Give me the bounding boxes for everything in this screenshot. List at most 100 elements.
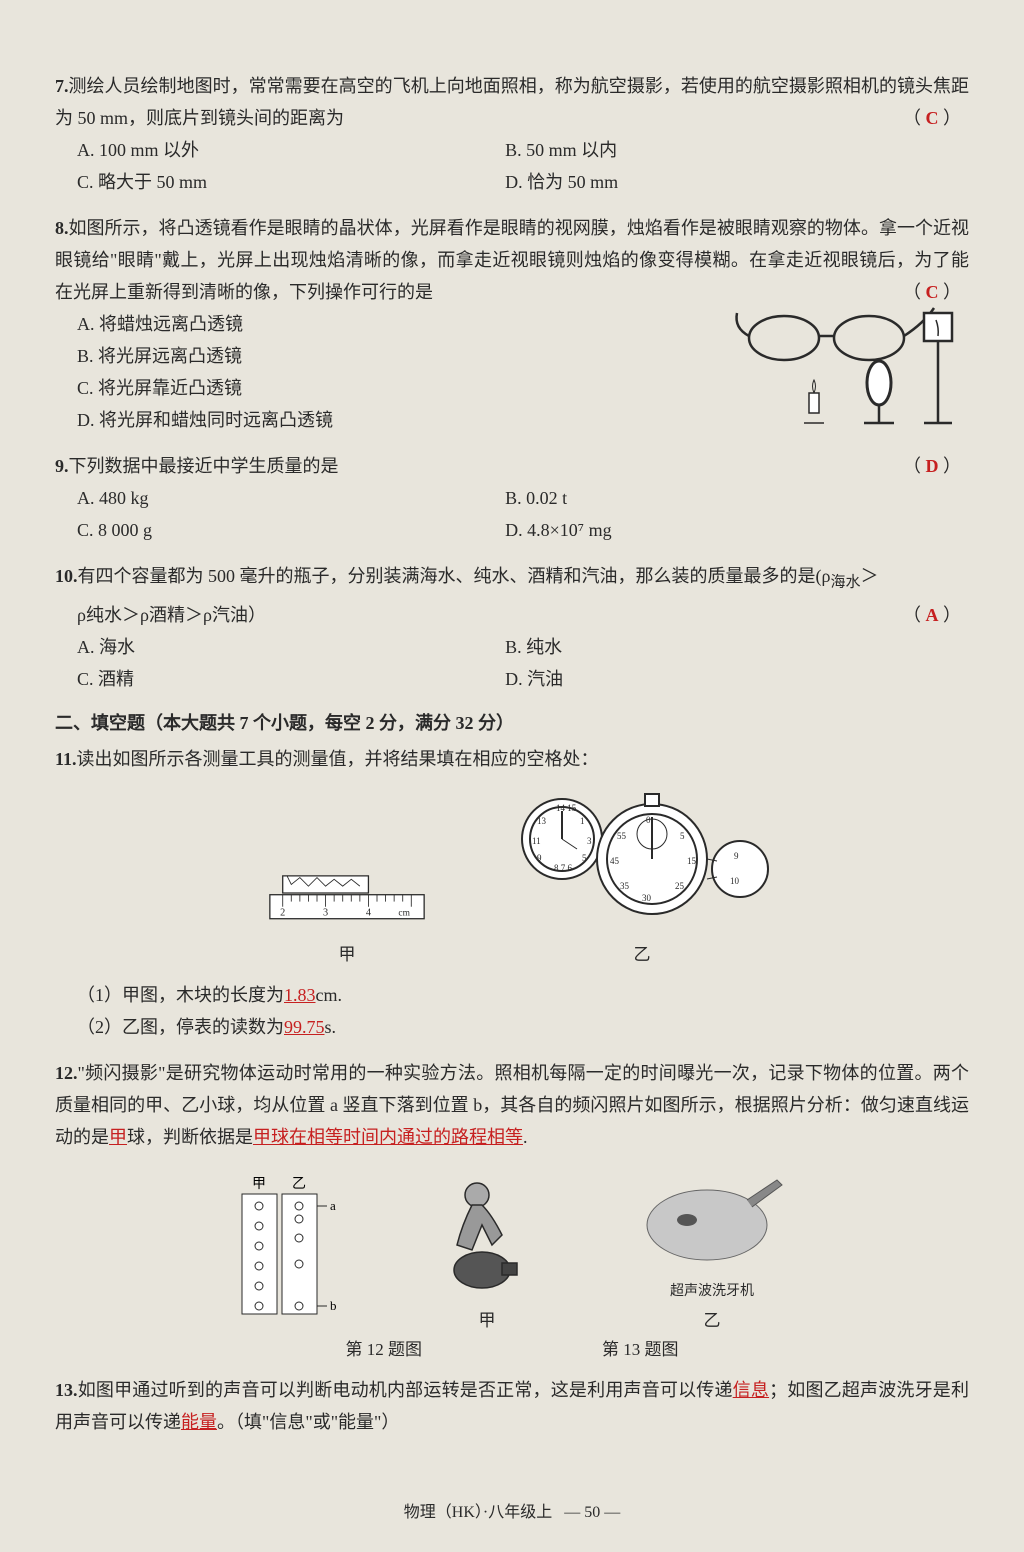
q13-pre: 如图甲通过听到的声音可以判断电动机内部运转是否正常，这是利用声音可以传递 — [78, 1380, 733, 1400]
question-7: 7.测绘人员绘制地图时，常常需要在高空的飞机上向地面照相，称为航空摄影，若使用的… — [55, 70, 969, 198]
q9-opt-d: D. 4.8×10⁷ mg — [505, 514, 933, 546]
svg-text:3: 3 — [323, 907, 328, 918]
q12-fig-right: 超声波洗牙机 乙 — [632, 1165, 792, 1331]
q7-body: 测绘人员绘制地图时，常常需要在高空的飞机上向地面照相，称为航空摄影，若使用的航空… — [55, 76, 969, 128]
q12-fig-left: 甲 乙 a b — [232, 1176, 342, 1331]
q9-options: A. 480 kg B. 0.02 t C. 8 000 g D. 4.8×10… — [77, 482, 969, 546]
footer-subject: 物理（HK）·八年级上 — [404, 1504, 552, 1521]
q9-opt-b: B. 0.02 t — [505, 482, 933, 514]
label-jia: 甲 — [252, 1177, 266, 1192]
q12-num: 12. — [55, 1063, 78, 1083]
svg-text:0: 0 — [646, 815, 651, 825]
label-yi: 乙 — [292, 1176, 306, 1192]
q10-body3: ＞ — [861, 566, 879, 586]
q13-ans2: 能量 — [181, 1412, 217, 1432]
q10-num: 10. — [55, 566, 78, 586]
q12-figures: 甲 乙 a b 甲 — [55, 1165, 969, 1331]
q13-ans1: 信息 — [733, 1380, 769, 1400]
q7-num: 7. — [55, 76, 69, 96]
svg-text:8 7 6: 8 7 6 — [554, 863, 573, 873]
q10-sub1: 海水 — [830, 575, 860, 591]
q12-ans1: 甲 — [109, 1127, 127, 1147]
q7-options: A. 100 mm 以外 B. 50 mm 以内 C. 略大于 50 mm D.… — [77, 134, 969, 198]
q9-answer: D — [926, 456, 939, 476]
svg-text:45: 45 — [610, 856, 620, 866]
question-12: 12."频闪摄影"是研究物体运动时常用的一种实验方法。照相机每隔一定的时间曝光一… — [55, 1057, 969, 1360]
q10-opt-c: C. 酒精 — [77, 663, 505, 695]
q9-text: 9.下列数据中最接近中学生质量的是 （ D ） — [55, 450, 969, 482]
svg-text:14 15: 14 15 — [556, 803, 577, 813]
q12-ans2: 甲球在相等时间内通过的路程相等 — [253, 1127, 523, 1147]
q7-text: 7.测绘人员绘制地图时，常常需要在高空的飞机上向地面照相，称为航空摄影，若使用的… — [55, 70, 969, 134]
svg-text:a: a — [330, 1198, 336, 1213]
svg-text:11: 11 — [532, 836, 541, 846]
q11-text: 11.读出如图所示各测量工具的测量值，并将结果填在相应的空格处： — [55, 743, 969, 775]
q11-sub2-post: s. — [325, 1017, 337, 1037]
q13-text: 13.如图甲通过听到的声音可以判断电动机内部运转是否正常，这是利用声音可以传递信… — [55, 1374, 969, 1438]
q10-opt-a: A. 海水 — [77, 631, 505, 663]
question-13: 13.如图甲通过听到的声音可以判断电动机内部运转是否正常，这是利用声音可以传递信… — [55, 1374, 969, 1438]
svg-text:cm: cm — [398, 908, 410, 918]
q7-answer-bracket: （ C ） — [903, 102, 961, 134]
section-2-header: 二、填空题（本大题共 7 个小题，每空 2 分，满分 32 分） — [55, 709, 969, 735]
svg-text:4: 4 — [366, 907, 371, 918]
page-footer: 物理（HK）·八年级上 — 50 — — [55, 1498, 969, 1522]
q10-opt-d: D. 汽油 — [505, 663, 933, 695]
svg-text:25: 25 — [675, 881, 685, 891]
svg-text:10: 10 — [730, 876, 740, 886]
q12-post: . — [523, 1127, 528, 1147]
q13-num: 13. — [55, 1380, 78, 1400]
q7-opt-b: B. 50 mm 以内 — [505, 134, 933, 166]
svg-text:55: 55 — [617, 831, 627, 841]
q12-fig-labels: 第 12 题图 第 13 题图 — [55, 1335, 969, 1360]
q9-body: 下列数据中最接近中学生质量的是 — [69, 456, 339, 476]
question-8: 8.如图所示，将凸透镜看作是眼睛的晶状体，光屏看作是眼睛的视网膜，烛焰看作是被眼… — [55, 212, 969, 436]
svg-text:9: 9 — [734, 851, 739, 861]
question-10: 10.有四个容量都为 500 毫升的瓶子，分别装满海水、纯水、酒精和汽油，那么装… — [55, 560, 969, 695]
q8-text: 8.如图所示，将凸透镜看作是眼睛的晶状体，光屏看作是眼睛的视网膜，烛焰看作是被眼… — [55, 212, 969, 308]
footer-page: — 50 — — [564, 1504, 620, 1521]
q11-sub2-ans: 99.75 — [284, 1017, 325, 1037]
q13-post: 。（填"信息"或"能量"） — [217, 1412, 399, 1432]
q10-body1: 有四个容量都为 500 毫升的瓶子，分别装满海水、纯水、酒精和汽油，那么装的质量… — [78, 566, 831, 586]
q8-num: 8. — [55, 218, 69, 238]
q11-figures: 2 3 4 cm 甲 — [55, 789, 969, 965]
q10-subline: ρ纯水＞ρ酒精＞ρ汽油） （ A ） — [55, 599, 969, 631]
q11-sub1-post: cm. — [316, 985, 343, 1005]
q12-fig-mid: 甲 — [422, 1175, 552, 1331]
q12-cap1: 第 12 题图 — [346, 1335, 423, 1360]
q12-cap2: 第 13 题图 — [602, 1335, 679, 1360]
question-11: 11.读出如图所示各测量工具的测量值，并将结果填在相应的空格处： 2 3 — [55, 743, 969, 1043]
q11-num: 11. — [55, 749, 77, 769]
q10-answer: A — [926, 605, 939, 625]
q10-subtext: ρ纯水＞ρ酒精＞ρ汽油） — [77, 605, 266, 625]
q10-opt-b: B. 纯水 — [505, 631, 933, 663]
q9-num: 9. — [55, 456, 69, 476]
glasses-figure — [729, 298, 959, 428]
q10-answer-bracket: （ A ） — [903, 599, 961, 631]
svg-text:b: b — [330, 1298, 337, 1313]
question-9: 9.下列数据中最接近中学生质量的是 （ D ） A. 480 kg B. 0.0… — [55, 450, 969, 546]
svg-text:5: 5 — [680, 831, 685, 841]
svg-text:3: 3 — [587, 836, 592, 846]
q7-answer: C — [926, 108, 939, 128]
ruler-icon: 2 3 4 cm — [252, 869, 442, 929]
q12-mid: 球，判断依据是 — [127, 1127, 253, 1147]
stopwatch-icon: 14 15131 113 95 8 7 6 0 555 4515 3525 30… — [512, 789, 772, 929]
q10-options: A. 海水 B. 纯水 C. 酒精 D. 汽油 — [77, 631, 969, 695]
q7-opt-d: D. 恰为 50 mm — [505, 166, 933, 198]
q11-cap-yi: 乙 — [512, 940, 772, 965]
q11-fig-yi: 14 15131 113 95 8 7 6 0 555 4515 3525 30… — [512, 789, 772, 965]
q12-mid-cap: 甲 — [422, 1306, 552, 1331]
strobe-photo-icon: 甲 乙 a b — [232, 1176, 342, 1326]
ultrasonic-label: 超声波洗牙机 — [632, 1280, 792, 1300]
q11-cap-jia: 甲 — [252, 940, 442, 965]
q7-opt-c: C. 略大于 50 mm — [77, 166, 505, 198]
svg-text:1: 1 — [580, 816, 585, 826]
svg-text:9: 9 — [537, 853, 542, 863]
q9-opt-a: A. 480 kg — [77, 482, 505, 514]
svg-text:13: 13 — [537, 816, 547, 826]
q7-opt-a: A. 100 mm 以外 — [77, 134, 505, 166]
svg-text:30: 30 — [642, 893, 652, 903]
q12-right-cap: 乙 — [632, 1306, 792, 1331]
